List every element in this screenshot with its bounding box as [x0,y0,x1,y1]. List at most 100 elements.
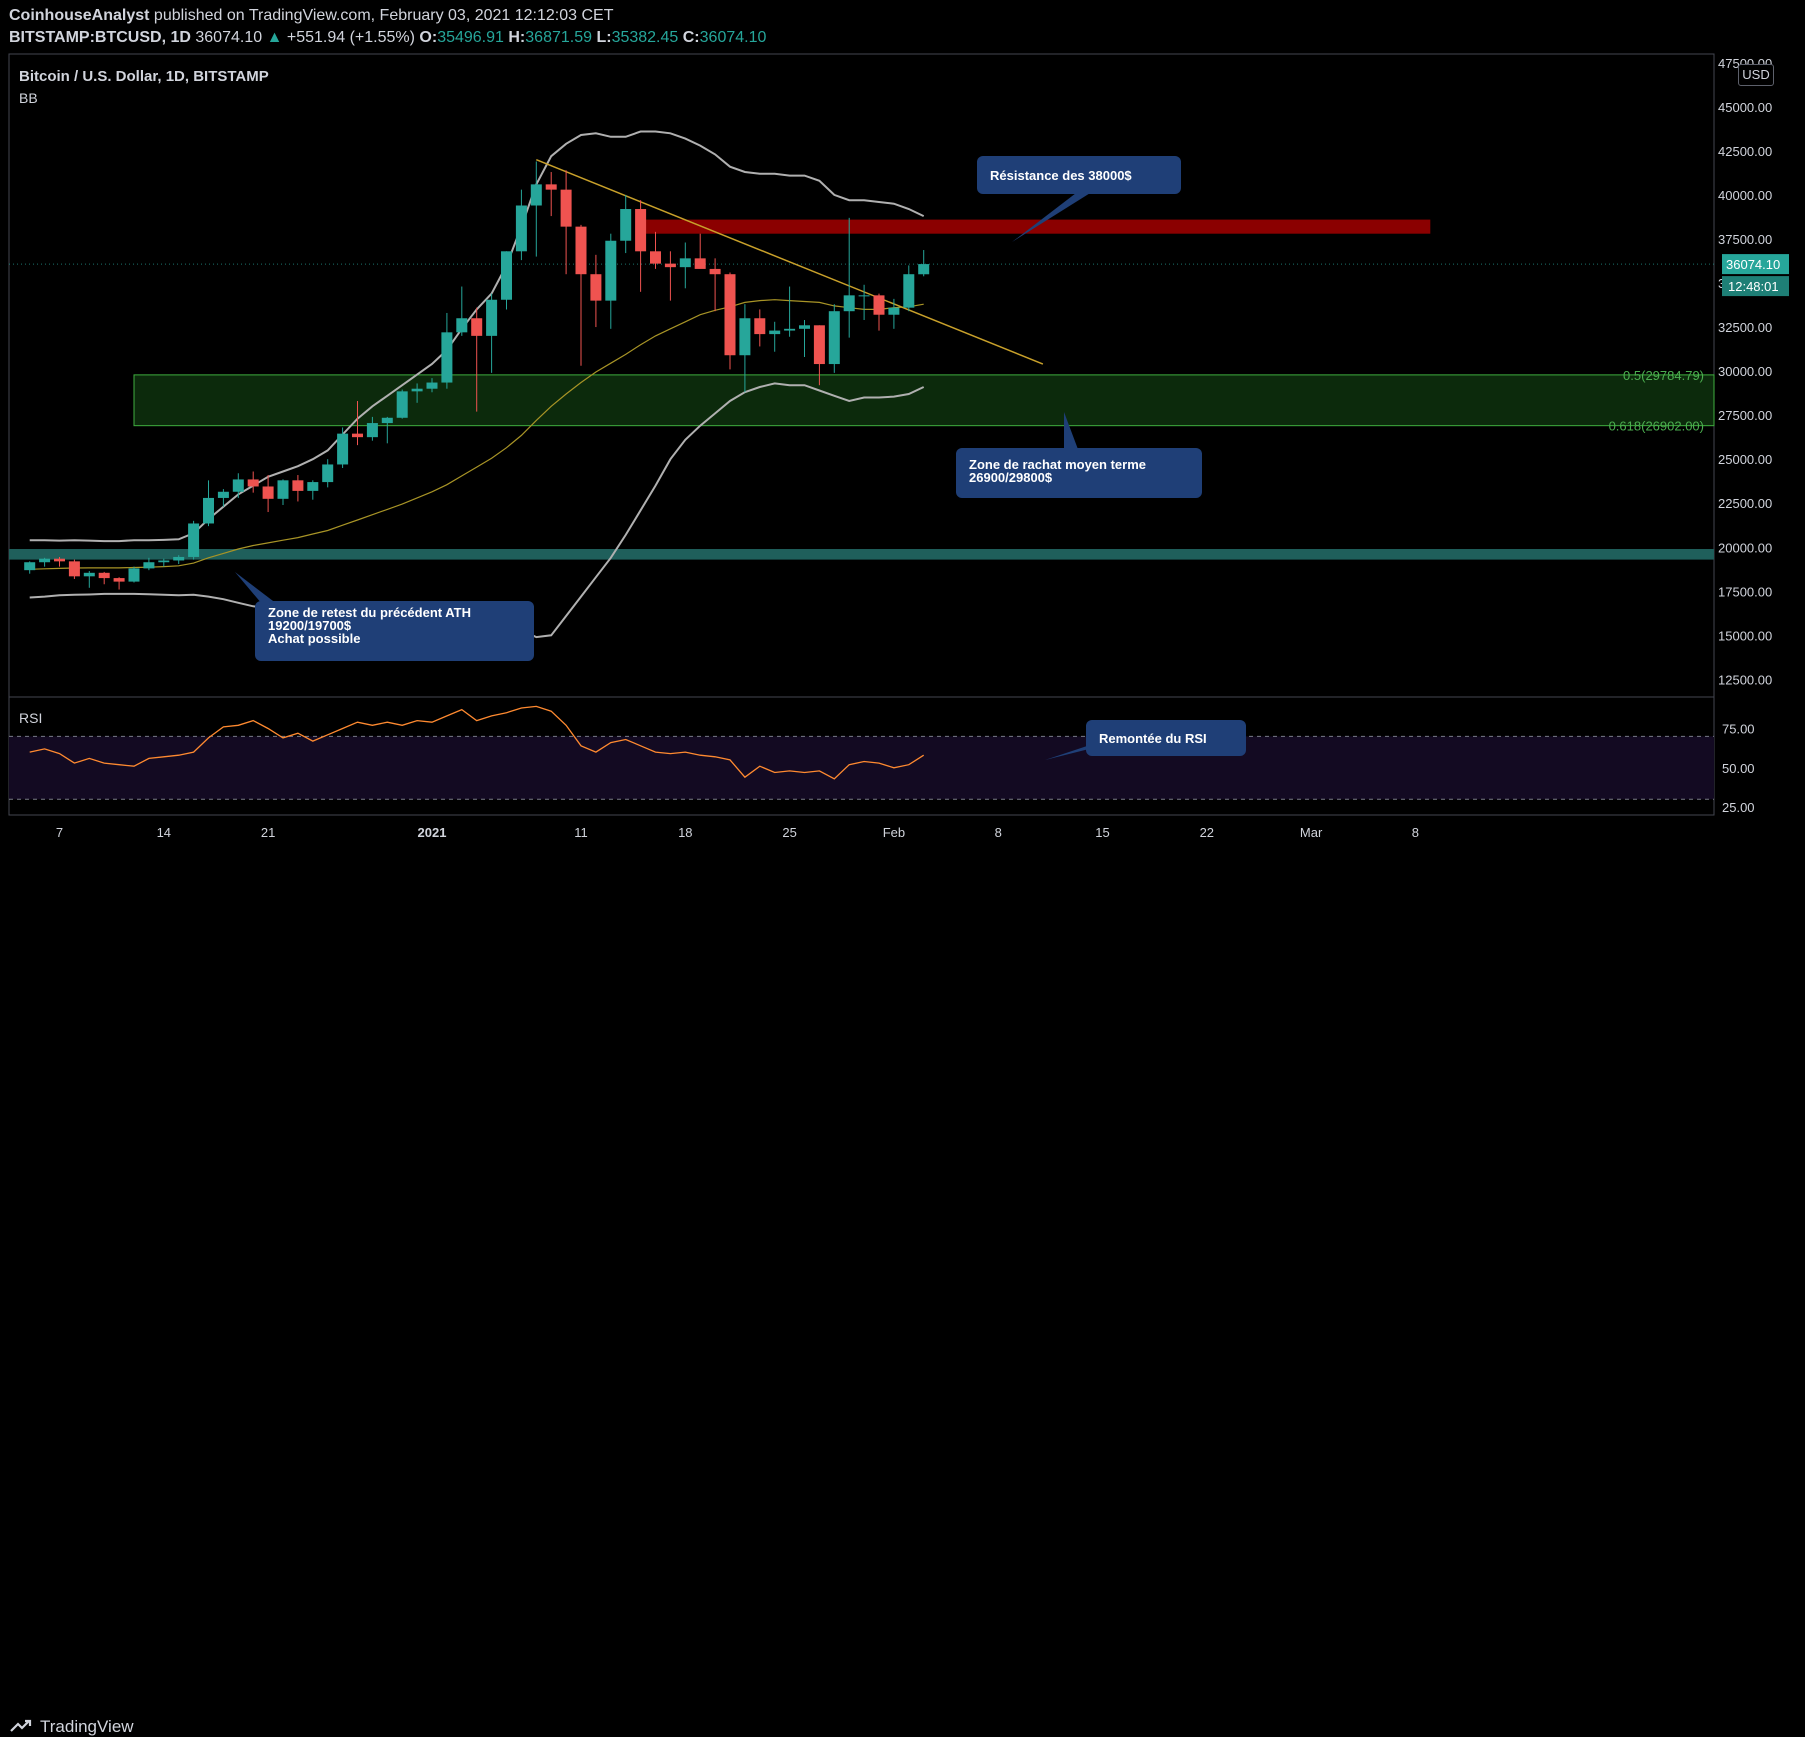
annotations-layer[interactable]: Résistance des 38000$ Zone de rachat moye… [235,156,1246,760]
candle-body [98,572,110,579]
price-tick-label: 12500.00 [1718,672,1772,687]
candle-body [83,572,95,577]
candle [68,559,80,579]
candle-body [471,318,483,336]
candle [307,480,319,500]
currency-badge[interactable]: USD [1738,64,1774,86]
candle-body [188,523,200,557]
time-tick-label: 7 [56,825,63,840]
candle [724,272,736,370]
candle-body [530,184,542,206]
candle [650,231,661,269]
candle-body [813,325,825,365]
price-tick-label: 45000.00 [1718,100,1772,115]
candle-body [545,184,557,190]
candle [679,242,691,289]
candle [918,250,930,277]
candle [843,217,855,338]
candle [337,427,349,468]
candle-body [322,464,334,483]
candle-body [590,274,602,301]
symbol-label[interactable]: BITSTAMP:BTCUSD, 1D [9,29,191,46]
candle-body [754,318,766,335]
price-chart[interactable]: 0.5(29784.79)0.618(26902.00) 12500.00150… [0,0,1805,855]
candle-body [709,268,721,275]
candle [888,298,900,329]
open-value: 35496.91 [437,29,504,46]
trendline-layer[interactable] [536,159,1044,365]
time-tick-label: 11 [574,825,588,840]
candle-body [68,561,80,577]
candle-body [724,274,736,356]
fib-level-label: 0.5(29784.79) [1623,368,1704,383]
retest-callout[interactable]: Zone de retest du précédent ATH19200/197… [235,572,534,661]
low-label: L: [596,29,612,46]
rsi-tick-label: 25.00 [1722,800,1755,815]
price-tick-label: 17500.00 [1718,584,1772,599]
candle [262,475,274,513]
indicator-label[interactable]: BB [19,90,38,106]
candle-body [828,311,840,365]
rsi-callout[interactable]: Remontée du RSI [1045,720,1246,760]
descending-trendline[interactable] [536,159,1044,365]
candle [590,254,602,328]
rsi-tick-label: 50.00 [1722,761,1755,776]
candle [769,321,781,352]
candle-body [694,258,706,269]
time-tick-label: 25 [782,825,796,840]
candle [352,401,363,446]
candle-body [650,251,661,264]
candles-layer [24,161,930,590]
author-name[interactable]: CoinhouseAnalyst [9,7,150,24]
candle [560,170,572,275]
candle-body [501,251,512,300]
price-tick-label: 42500.00 [1718,144,1772,159]
close-value: 36074.10 [699,29,767,46]
candle [128,566,140,583]
candle-body [635,209,647,252]
candle [366,416,378,441]
retest-zone-rect [9,549,1714,560]
tradingview-brand[interactable]: TradingView [10,1717,134,1737]
time-tick-label: 2021 [418,825,447,840]
resistance-callout[interactable]: Résistance des 38000$ [977,156,1181,242]
retest-callout-pointer [235,572,277,604]
last-price-badge[interactable] [1722,254,1789,275]
time-tick-label: 15 [1095,825,1109,840]
candle [24,561,36,574]
candle-body [903,274,915,308]
candle [471,307,483,412]
candle-body [173,556,185,561]
time-tick-label: 22 [1200,825,1214,840]
candle-body [247,479,259,487]
high-value: 36871.59 [525,29,592,46]
chart-header: CoinhouseAnalyst published on TradingVie… [0,0,1805,54]
candle [515,189,527,261]
candle-body [277,480,289,499]
time-tick-label: 14 [157,825,171,840]
candle [277,479,289,505]
candle-body [143,562,155,569]
candle [530,161,542,257]
candle-body [426,382,438,389]
time-axis[interactable]: 7 14 21 2021 11 18 25 Feb 8 15 22 Mar 8 [56,825,1419,840]
candle [873,293,885,331]
candle [411,383,423,403]
candle [426,378,438,393]
candle-body [664,263,676,268]
candle [396,389,408,419]
candle [635,200,647,292]
rsi-label[interactable]: RSI [19,710,42,726]
resistance-callout-text: Résistance des 38000$ [990,168,1132,183]
candle-body [456,318,468,333]
candle [799,320,810,358]
candle-body [217,491,229,498]
candle [605,233,617,329]
price-tick-label: 15000.00 [1718,628,1772,643]
price-axis[interactable]: 12500.00 15000.00 17500.00 20000.00 22500.00… [1718,56,1789,688]
countdown-badge [1722,276,1789,297]
candle-body [739,318,751,356]
buy-zone-callout-text: 26900/29800$ [969,470,1053,485]
candle [54,556,65,567]
